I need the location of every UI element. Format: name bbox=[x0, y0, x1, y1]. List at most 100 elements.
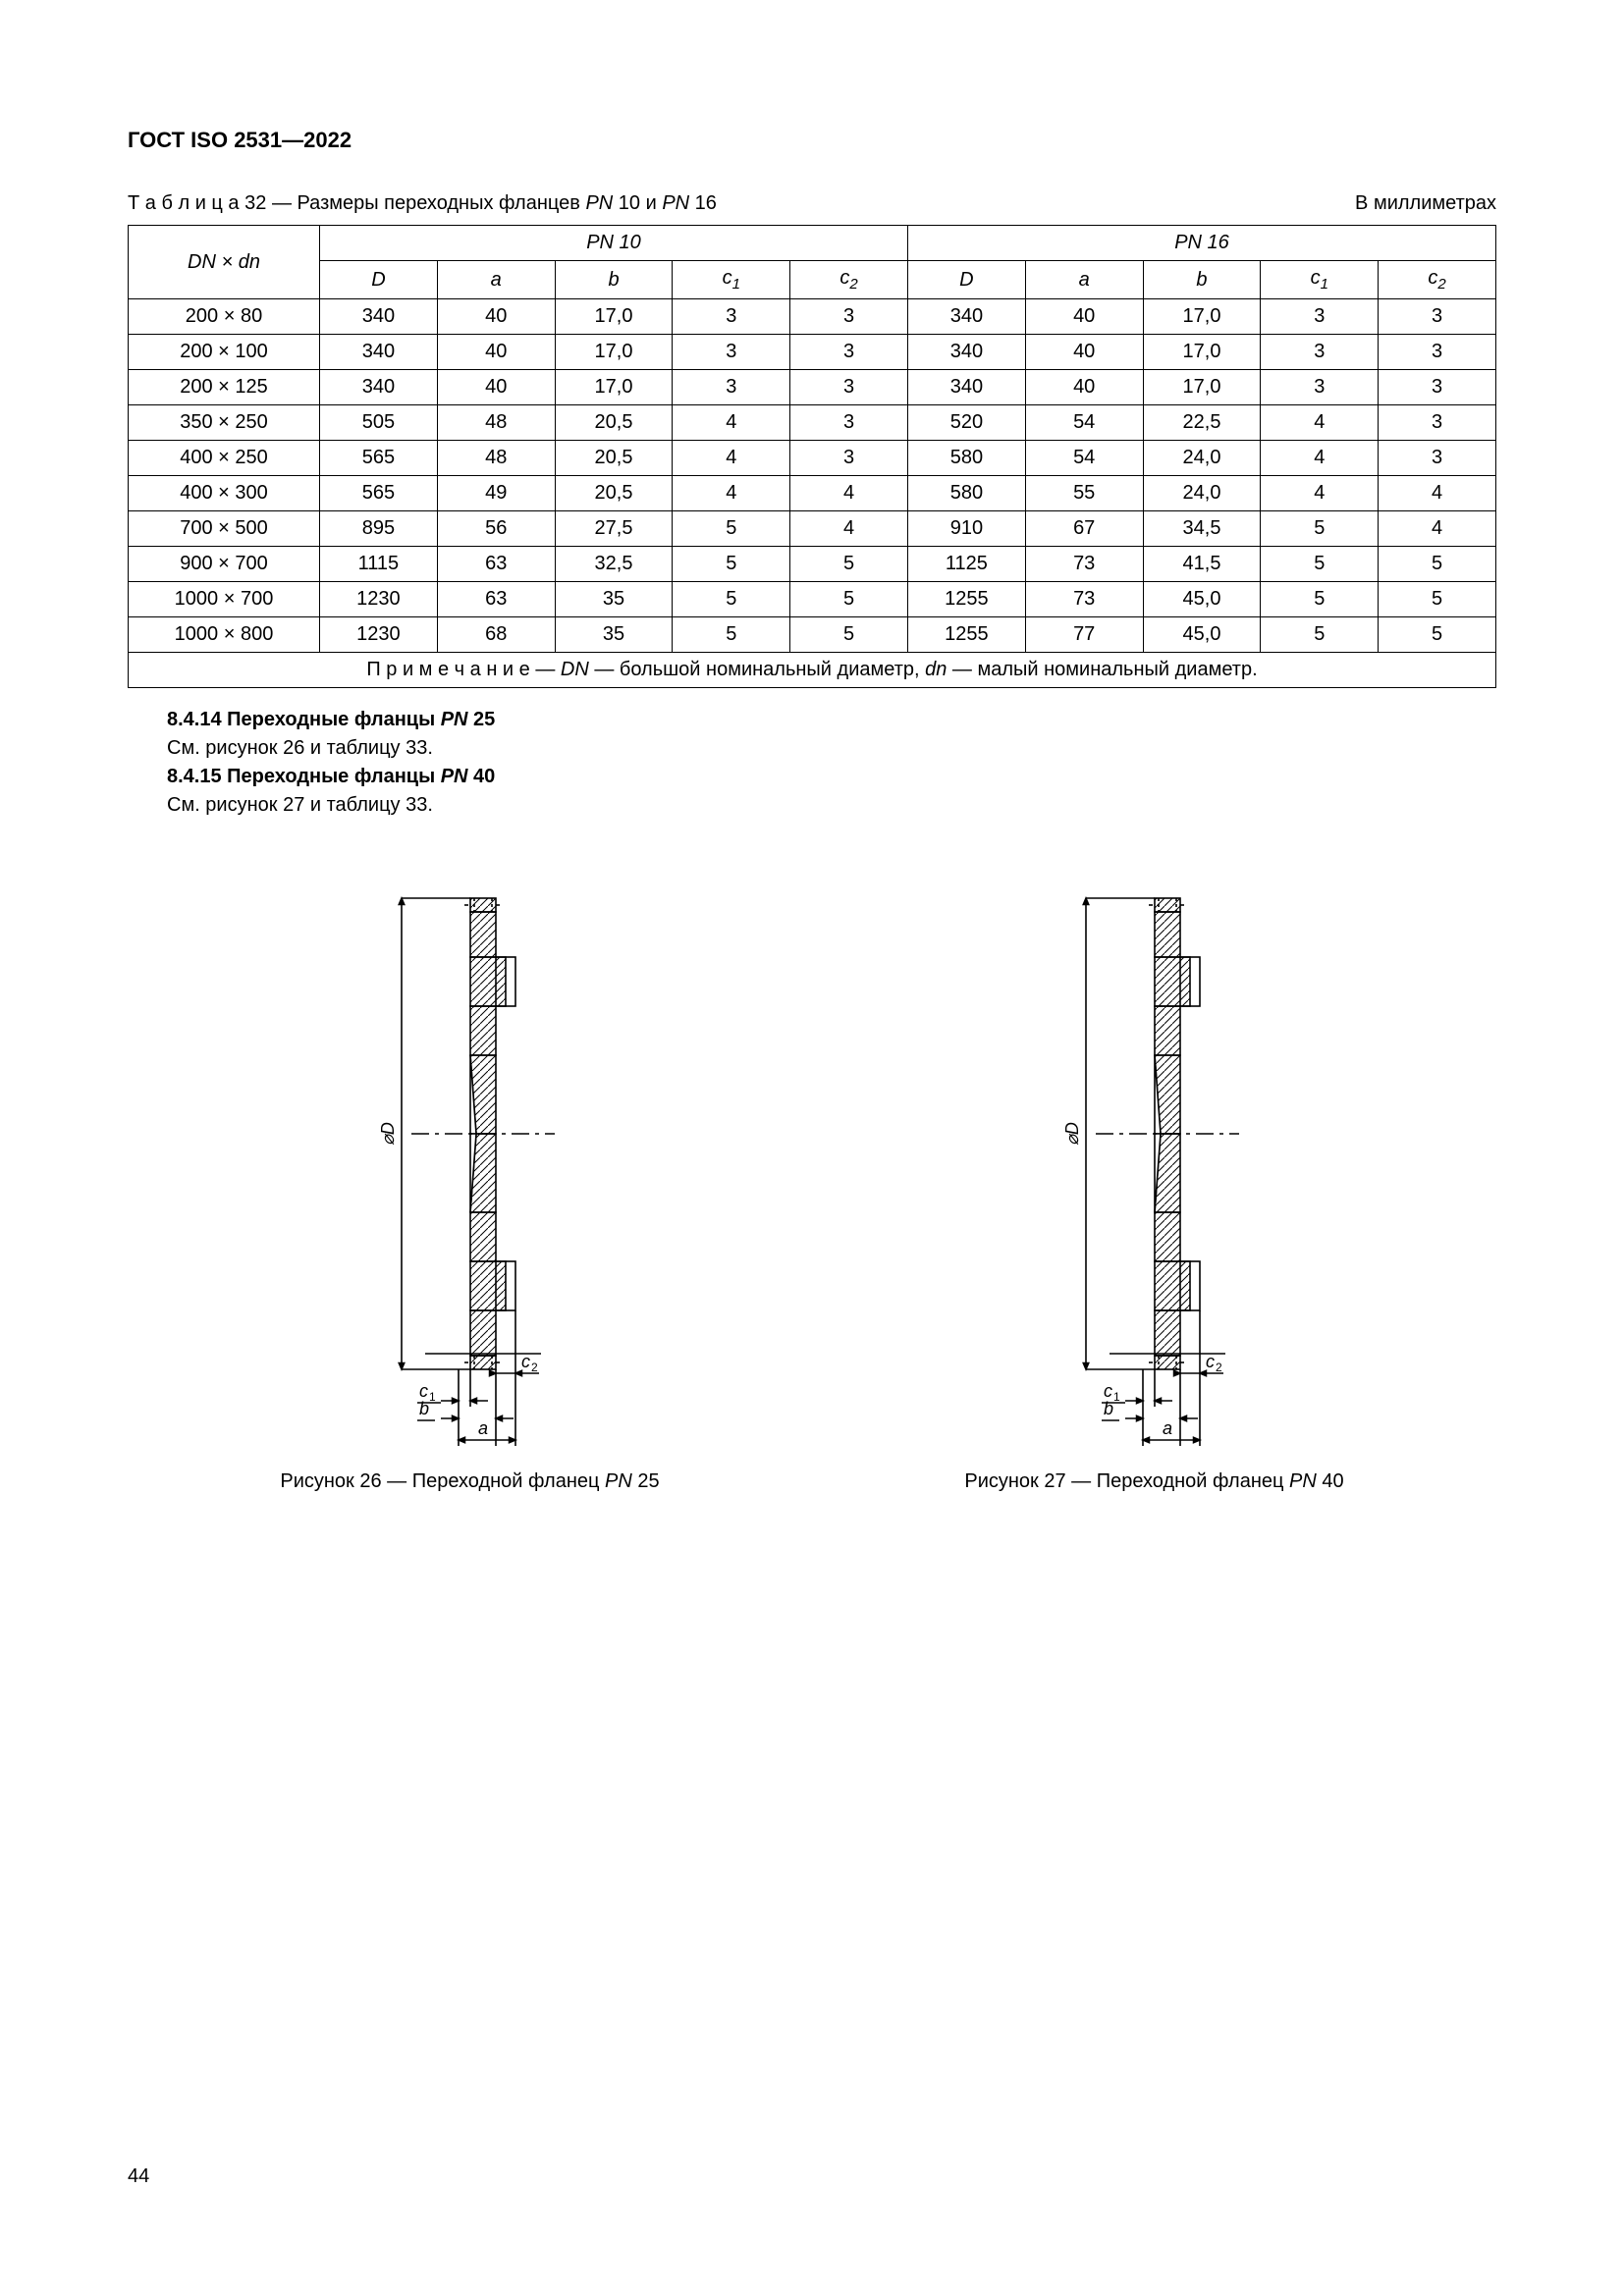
body-text: 8.4.14 Переходные фланцы PN 25 См. рисун… bbox=[128, 706, 1496, 820]
cell-value: 22,5 bbox=[1143, 405, 1261, 441]
cell-value: 565 bbox=[320, 476, 438, 511]
cell-value: 3 bbox=[790, 405, 908, 441]
cell-value: 24,0 bbox=[1143, 441, 1261, 476]
cell-dn: 400 × 250 bbox=[129, 441, 320, 476]
cell-dn: 1000 × 700 bbox=[129, 582, 320, 617]
cell-value: 5 bbox=[673, 617, 790, 653]
cell-value: 4 bbox=[790, 511, 908, 547]
caption-text: — Размеры переходных фланцев bbox=[272, 192, 580, 214]
cell-value: 580 bbox=[908, 476, 1026, 511]
cell-dn: 1000 × 800 bbox=[129, 617, 320, 653]
svg-text:b: b bbox=[419, 1399, 429, 1418]
table-row: 1000 × 700123063355512557345,055 bbox=[129, 582, 1496, 617]
cell-dn: 350 × 250 bbox=[129, 405, 320, 441]
subcol-a: a bbox=[1025, 261, 1143, 299]
cell-value: 3 bbox=[1261, 335, 1379, 370]
svg-text:c: c bbox=[1104, 1381, 1112, 1401]
cell-value: 34,5 bbox=[1143, 511, 1261, 547]
col-dn: DN × dn bbox=[129, 226, 320, 299]
cell-value: 63 bbox=[437, 547, 555, 582]
cell-value: 17,0 bbox=[1143, 335, 1261, 370]
cell-value: 17,0 bbox=[555, 299, 673, 335]
cell-value: 340 bbox=[320, 370, 438, 405]
cell-value: 77 bbox=[1025, 617, 1143, 653]
cell-value: 32,5 bbox=[555, 547, 673, 582]
cell-value: 5 bbox=[790, 617, 908, 653]
cell-value: 67 bbox=[1025, 511, 1143, 547]
cell-value: 68 bbox=[437, 617, 555, 653]
svg-text:1: 1 bbox=[429, 1390, 436, 1404]
cell-value: 3 bbox=[790, 370, 908, 405]
table-row: 350 × 2505054820,5435205422,543 bbox=[129, 405, 1496, 441]
cell-value: 5 bbox=[1261, 582, 1379, 617]
col-group-pn10: PN 10 bbox=[320, 226, 908, 261]
svg-text:c: c bbox=[521, 1352, 530, 1371]
cell-value: 40 bbox=[437, 370, 555, 405]
cell-value: 5 bbox=[1379, 547, 1496, 582]
cell-value: 48 bbox=[437, 405, 555, 441]
cell-value: 40 bbox=[1025, 370, 1143, 405]
table-row: 200 × 1253404017,0333404017,033 bbox=[129, 370, 1496, 405]
cell-value: 20,5 bbox=[555, 476, 673, 511]
subcol-c2: c2 bbox=[1379, 261, 1496, 299]
cell-value: 4 bbox=[1261, 476, 1379, 511]
cell-value: 3 bbox=[1379, 335, 1496, 370]
cell-value: 63 bbox=[437, 582, 555, 617]
section-8-4-15-ref: См. рисунок 27 и таблицу 33. bbox=[167, 791, 1496, 820]
figure-27-caption: Рисунок 27 — Переходной фланец PN 40 bbox=[964, 1470, 1343, 1493]
cell-value: 73 bbox=[1025, 582, 1143, 617]
cell-value: 1230 bbox=[320, 582, 438, 617]
cell-value: 3 bbox=[673, 299, 790, 335]
caption-pn1: PN bbox=[585, 192, 613, 214]
cell-value: 3 bbox=[673, 370, 790, 405]
cell-value: 5 bbox=[1379, 617, 1496, 653]
cell-value: 3 bbox=[790, 299, 908, 335]
cell-value: 565 bbox=[320, 441, 438, 476]
table-row: 900 × 70011156332,55511257341,555 bbox=[129, 547, 1496, 582]
cell-value: 4 bbox=[1261, 441, 1379, 476]
table-caption: Т а б л и ц а 32 — Размеры переходных фл… bbox=[128, 192, 717, 215]
subcol-c2: c2 bbox=[790, 261, 908, 299]
table-row: 400 × 3005654920,5445805524,044 bbox=[129, 476, 1496, 511]
svg-text:a: a bbox=[477, 1418, 487, 1438]
cell-value: 3 bbox=[673, 335, 790, 370]
cell-value: 1115 bbox=[320, 547, 438, 582]
cell-value: 40 bbox=[1025, 335, 1143, 370]
subcol-b: b bbox=[1143, 261, 1261, 299]
cell-value: 20,5 bbox=[555, 405, 673, 441]
svg-text:b: b bbox=[1104, 1399, 1113, 1418]
svg-text:c: c bbox=[419, 1381, 428, 1401]
document-header: ГОСТ ISO 2531—2022 bbox=[128, 128, 1496, 153]
table-row: 200 × 803404017,0333404017,033 bbox=[129, 299, 1496, 335]
cell-value: 4 bbox=[673, 405, 790, 441]
cell-value: 3 bbox=[1261, 370, 1379, 405]
cell-dn: 900 × 700 bbox=[129, 547, 320, 582]
cell-value: 505 bbox=[320, 405, 438, 441]
cell-value: 5 bbox=[1261, 547, 1379, 582]
cell-value: 1255 bbox=[908, 617, 1026, 653]
figure-27: ⌀Dc2c1ba Рисунок 27 — Переходной фланец … bbox=[964, 859, 1343, 1493]
cell-value: 54 bbox=[1025, 405, 1143, 441]
table-caption-row: Т а б л и ц а 32 — Размеры переходных фл… bbox=[128, 192, 1496, 215]
cell-value: 4 bbox=[673, 441, 790, 476]
cell-value: 580 bbox=[908, 441, 1026, 476]
svg-text:1: 1 bbox=[1113, 1390, 1120, 1404]
cell-value: 4 bbox=[1379, 476, 1496, 511]
cell-value: 73 bbox=[1025, 547, 1143, 582]
subcol-D: D bbox=[908, 261, 1026, 299]
cell-value: 45,0 bbox=[1143, 617, 1261, 653]
cell-value: 17,0 bbox=[555, 370, 673, 405]
svg-text:c: c bbox=[1206, 1352, 1215, 1371]
cell-value: 41,5 bbox=[1143, 547, 1261, 582]
section-8-4-14: 8.4.14 Переходные фланцы PN 25 bbox=[167, 709, 495, 730]
cell-value: 49 bbox=[437, 476, 555, 511]
cell-value: 3 bbox=[1379, 299, 1496, 335]
cell-value: 35 bbox=[555, 582, 673, 617]
cell-value: 910 bbox=[908, 511, 1026, 547]
caption-prefix: Т а б л и ц а bbox=[128, 192, 240, 214]
col-group-pn16: PN 16 bbox=[908, 226, 1496, 261]
cell-value: 54 bbox=[1025, 441, 1143, 476]
dimensions-table: DN × dn PN 10 PN 16 Dabc1c2Dabc1c2 200 ×… bbox=[128, 225, 1496, 688]
caption-pn2: PN bbox=[662, 192, 689, 214]
figure-26: ⌀Dc2c1ba Рисунок 26 — Переходной фланец … bbox=[280, 859, 659, 1493]
